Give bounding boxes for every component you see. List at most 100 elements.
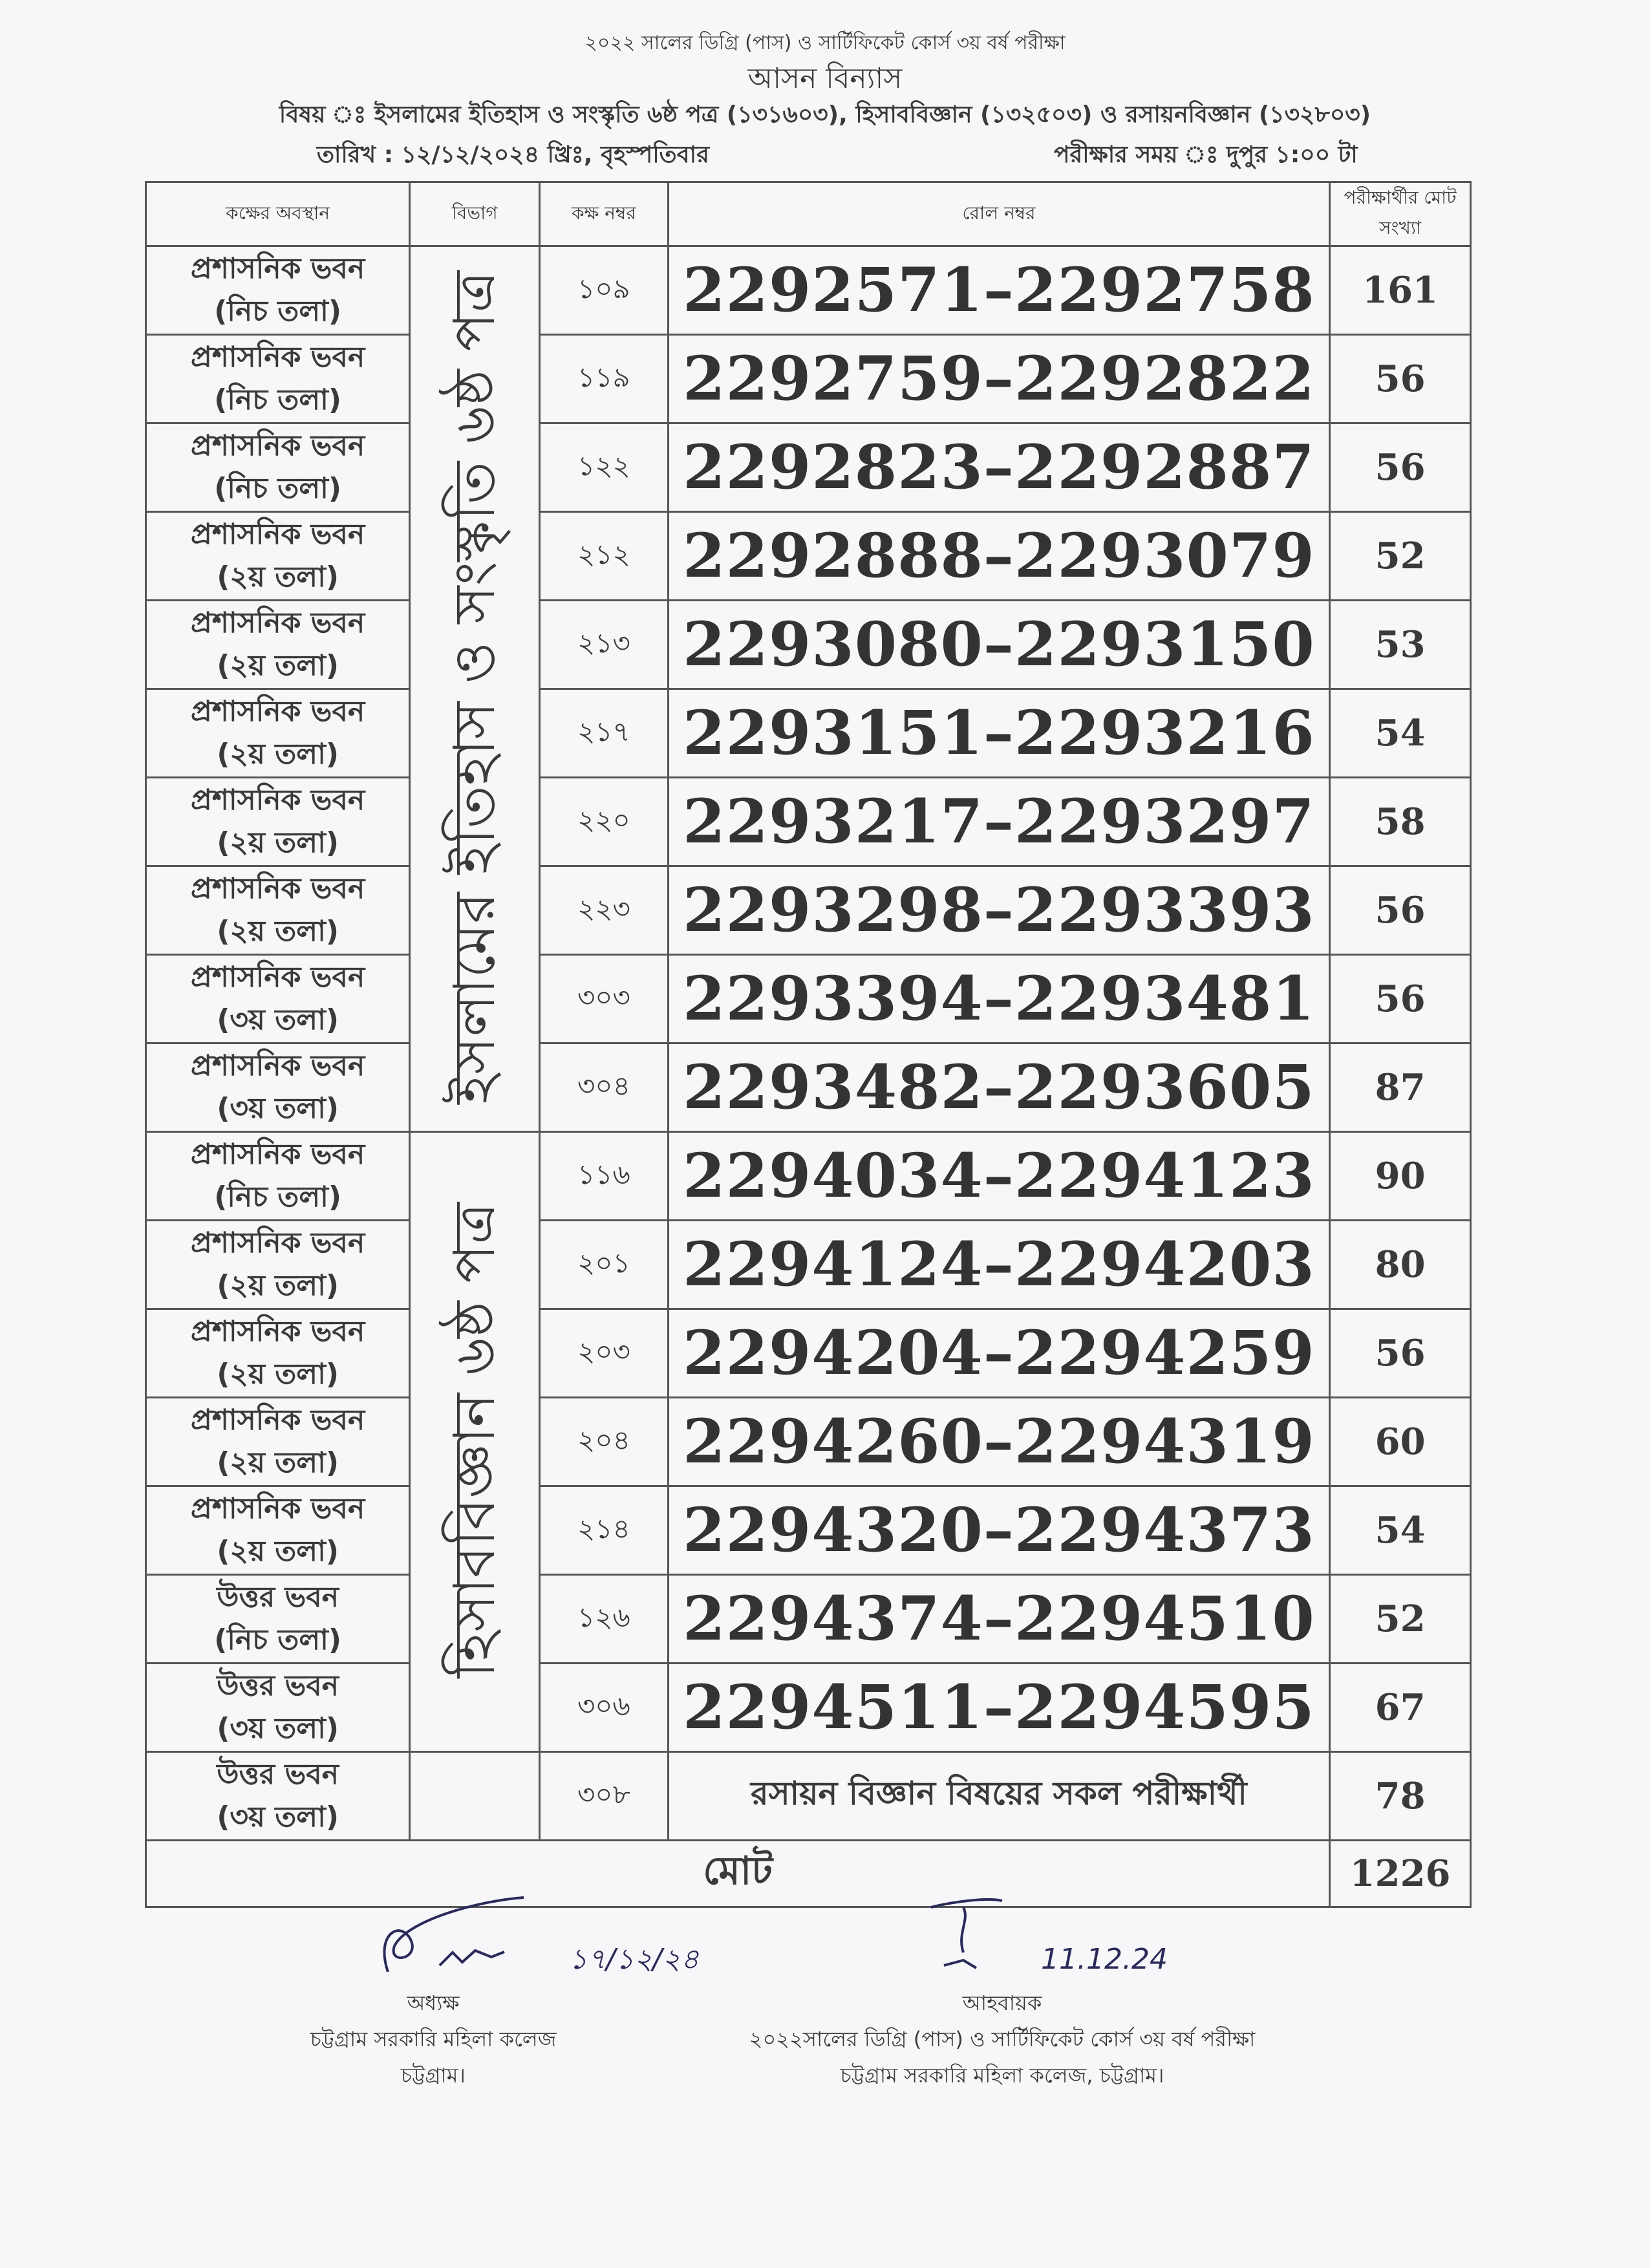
building: প্রশাসনিক ভবন xyxy=(191,1315,365,1348)
room-location: প্রশাসনিক ভবন (নিচ তলা) xyxy=(144,334,411,424)
examinee-count: 56 xyxy=(1329,334,1472,424)
room-location: প্রশাসনিক ভবন (২য় তলা) xyxy=(144,511,411,601)
room-number: ২২০ xyxy=(539,776,669,867)
room-number: ২১৪ xyxy=(539,1485,669,1576)
building: প্রশাসনিক ভবন xyxy=(191,252,365,285)
room-number: ১২২ xyxy=(539,422,669,513)
room-location: প্রশাসনিক ভবন (নিচ তলা) xyxy=(144,422,411,513)
floor: (২য় তলা) xyxy=(217,1535,339,1568)
roll-range: 2293217–2293297 xyxy=(667,776,1331,867)
examinee-count: 87 xyxy=(1329,1042,1472,1133)
room-number: ৩০৪ xyxy=(539,1042,669,1133)
room-location: প্রশাসনিক ভবন (৩য় তলা) xyxy=(144,954,411,1044)
examinee-count: 78 xyxy=(1329,1751,1472,1841)
floor: (৩য় তলা) xyxy=(217,1003,339,1036)
convener-org: ২০২২সালের ডিগ্রি (পাস) ও সার্টিফিকেট কোর… xyxy=(749,2027,1256,2051)
room-location: উত্তর ভবন (৩য় তলা) xyxy=(144,1662,411,1753)
room-number: ৩০৬ xyxy=(539,1662,669,1753)
roll-range: 2292571–2292758 xyxy=(667,245,1331,336)
examinee-count: 54 xyxy=(1329,688,1472,778)
room-number: ২১৩ xyxy=(539,599,669,690)
table-row: প্রশাসনিক ভবন (৩য় তলা) ৩০৩ 2293394–2293481… xyxy=(144,954,1472,1044)
room-number: ২১২ xyxy=(539,511,669,601)
table-row: প্রশাসনিক ভবন (নিচ তলা) ১২২ 2292823–2292887… xyxy=(144,422,1472,513)
exam-date: তারিখ : ১২/১২/২০২৪ খ্রিঃ, বৃহস্পতিবার xyxy=(317,142,709,168)
room-number: ২০১ xyxy=(539,1219,669,1310)
room-number: ২০৪ xyxy=(539,1396,669,1487)
building: প্রশাসনিক ভবন xyxy=(191,1404,365,1437)
examinee-count: 56 xyxy=(1329,422,1472,513)
document-title: আসন বিন্যাস xyxy=(747,62,903,95)
table-row: প্রশাসনিক ভবন (২য় তলা) ২০১ 2294124–2294203… xyxy=(144,1219,1472,1310)
convener-signature xyxy=(930,1898,1003,1969)
subject-line: বিষয় ঃ ইসলামের ইতিহাস ও সংস্কৃতি ৬ষ্ঠ প… xyxy=(279,102,1371,128)
floor: (৩য় তলা) xyxy=(217,1712,339,1745)
building: প্রশাসনিক ভবন xyxy=(191,872,365,905)
roll-range: 2294511–2294595 xyxy=(667,1662,1331,1753)
examinee-count: 90 xyxy=(1329,1131,1472,1221)
department-cell xyxy=(409,1751,541,1841)
principal-title: অধ্যক্ষ xyxy=(407,1991,460,2015)
floor: (২য় তলা) xyxy=(217,1446,339,1479)
roll-range: 2293151–2293216 xyxy=(667,688,1331,778)
floor: (২য় তলা) xyxy=(217,738,339,771)
room-location: প্রশাসনিক ভবন (৩য় তলা) xyxy=(144,1042,411,1133)
roll-range: 2294320–2294373 xyxy=(667,1485,1331,1576)
table-row: প্রশাসনিক ভবন (নিচ তলা) ইসলামের ইতিহাস ও স… xyxy=(144,245,1472,1133)
building: প্রশাসনিক ভবন xyxy=(191,1492,365,1525)
room-location: প্রশাসনিক ভবন (২য় তলা) xyxy=(144,865,411,956)
column-header: রোল নম্বর xyxy=(667,181,1331,247)
roll-range: 2294034–2294123 xyxy=(667,1131,1331,1221)
examinee-count: 52 xyxy=(1329,511,1472,601)
building: প্রশাসনিক ভবন xyxy=(191,341,365,374)
total-label: মোট xyxy=(144,1839,1331,1908)
building: উত্তর ভবন xyxy=(217,1669,339,1702)
roll-range: 2293482–2293605 xyxy=(667,1042,1331,1133)
table-row: প্রশাসনিক ভবন (২য় তলা) ২১৪ 2294320–2294373… xyxy=(144,1485,1472,1576)
building: প্রশাসনিক ভবন xyxy=(191,1049,365,1082)
roll-range: 2294260–2294319 xyxy=(667,1396,1331,1487)
floor: (২য় তলা) xyxy=(217,561,339,594)
department-cell: হিসাববিজ্ঞান ৬ষ্ঠ পত্র xyxy=(409,1131,541,1753)
room-number: ২০৩ xyxy=(539,1308,669,1398)
floor: (২য় তলা) xyxy=(217,915,339,948)
department-name: হিসাববিজ্ঞান ৬ষ্ঠ পত্র xyxy=(440,1203,508,1678)
convener-block: আহবায়ক ২০২২সালের ডিগ্রি (পাস) ও সার্টিফ… xyxy=(679,1985,1325,2093)
room-location: প্রশাসনিক ভবন (২য় তলা) xyxy=(144,688,411,778)
table-row: প্রশাসনিক ভবন (২য় তলা) ২০৩ 2294204–2294259… xyxy=(144,1308,1472,1398)
building: প্রশাসনিক ভবন xyxy=(191,695,365,728)
table-row: প্রশাসনিক ভবন (২য় তলা) ২১৩ 2293080–2293150… xyxy=(144,599,1472,690)
room-number: ৩০৮ xyxy=(539,1751,669,1841)
total-row: মোট 1226 xyxy=(144,1839,1472,1908)
roll-range: 2293394–2293481 xyxy=(667,954,1331,1044)
examinee-count: 56 xyxy=(1329,1308,1472,1398)
floor: (২য় তলা) xyxy=(217,649,339,682)
building: প্রশাসনিক ভবন xyxy=(191,784,365,817)
examinee-count: 56 xyxy=(1329,954,1472,1044)
building: প্রশাসনিক ভবন xyxy=(191,1226,365,1259)
room-location: প্রশাসনিক ভবন (২য় তলা) xyxy=(144,1219,411,1310)
roll-range: 2292888–2293079 xyxy=(667,511,1331,601)
table-row: প্রশাসনিক ভবন (৩য় তলা) ৩০৪ 2293482–2293605… xyxy=(144,1042,1472,1133)
exam-title: ২০২২ সালের ডিগ্রি (পাস) ও সার্টিফিকেট কো… xyxy=(584,32,1066,54)
room-number: ১১৯ xyxy=(539,334,669,424)
roll-range: 2294374–2294510 xyxy=(667,1574,1331,1664)
examinee-count: 54 xyxy=(1329,1485,1472,1576)
floor: (নিচ তলা) xyxy=(214,472,341,505)
column-header: কক্ষ নম্বর xyxy=(539,181,669,247)
floor: (৩য় তলা) xyxy=(217,1092,339,1125)
examinee-count: 60 xyxy=(1329,1396,1472,1487)
table-row: প্রশাসনিক ভবন (নিচ তলা) হিসাববিজ্ঞান ৬ষ্ঠ … xyxy=(144,1131,1472,1753)
principal-signature xyxy=(383,1896,524,1973)
department-cell: ইসলামের ইতিহাস ও সংস্কৃতি ৬ষ্ঠ পত্র xyxy=(409,245,541,1133)
room-location: প্রশাসনিক ভবন (২য় তলা) xyxy=(144,1396,411,1487)
examinee-count: 67 xyxy=(1329,1662,1472,1753)
room-number: ২১৭ xyxy=(539,688,669,778)
roll-range: 2294204–2294259 xyxy=(667,1308,1331,1398)
floor: (২য় তলা) xyxy=(217,826,339,859)
floor: (২য় তলা) xyxy=(217,1358,339,1391)
table-row: প্রশাসনিক ভবন (২য় তলা) ২১২ 2292888–2293079… xyxy=(144,511,1472,601)
principal-org: চট্টগ্রাম সরকারি মহিলা কলেজ xyxy=(310,2027,557,2051)
table-row: প্রশাসনিক ভবন (২য় তলা) ২০৪ 2294260–2294319… xyxy=(144,1396,1472,1487)
roll-range: 2294124–2294203 xyxy=(667,1219,1331,1310)
